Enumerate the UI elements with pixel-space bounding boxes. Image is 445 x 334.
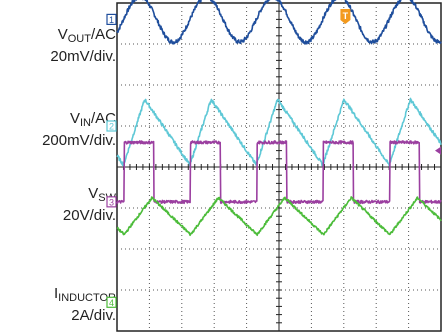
channel-marker-label: 4: [109, 298, 114, 308]
trace-ch1: [116, 0, 442, 45]
trace-ch2: [116, 97, 442, 167]
trace-ch4: [116, 196, 442, 237]
trigger-marker-label: T: [343, 11, 349, 21]
channel-marker-2: [106, 120, 117, 132]
trace-ch3: [116, 140, 442, 205]
trigger-marker: [340, 9, 351, 24]
ch3-level-arrow: [435, 146, 441, 155]
channel-marker-4: [106, 296, 117, 308]
channel-marker-1: [106, 13, 117, 25]
channel-marker-label: 3: [109, 197, 114, 207]
ch1-label: VOUT/AC 20mV/div.: [50, 26, 116, 65]
channel-marker-label: 2: [109, 122, 114, 132]
ch2-label: VIN/AC 200mV/div.: [42, 110, 116, 149]
channel-marker-3: [106, 196, 117, 208]
ch4-label: IINDUCTOR 2A/div.: [53, 285, 116, 324]
channel-marker-label: 1: [109, 15, 114, 25]
